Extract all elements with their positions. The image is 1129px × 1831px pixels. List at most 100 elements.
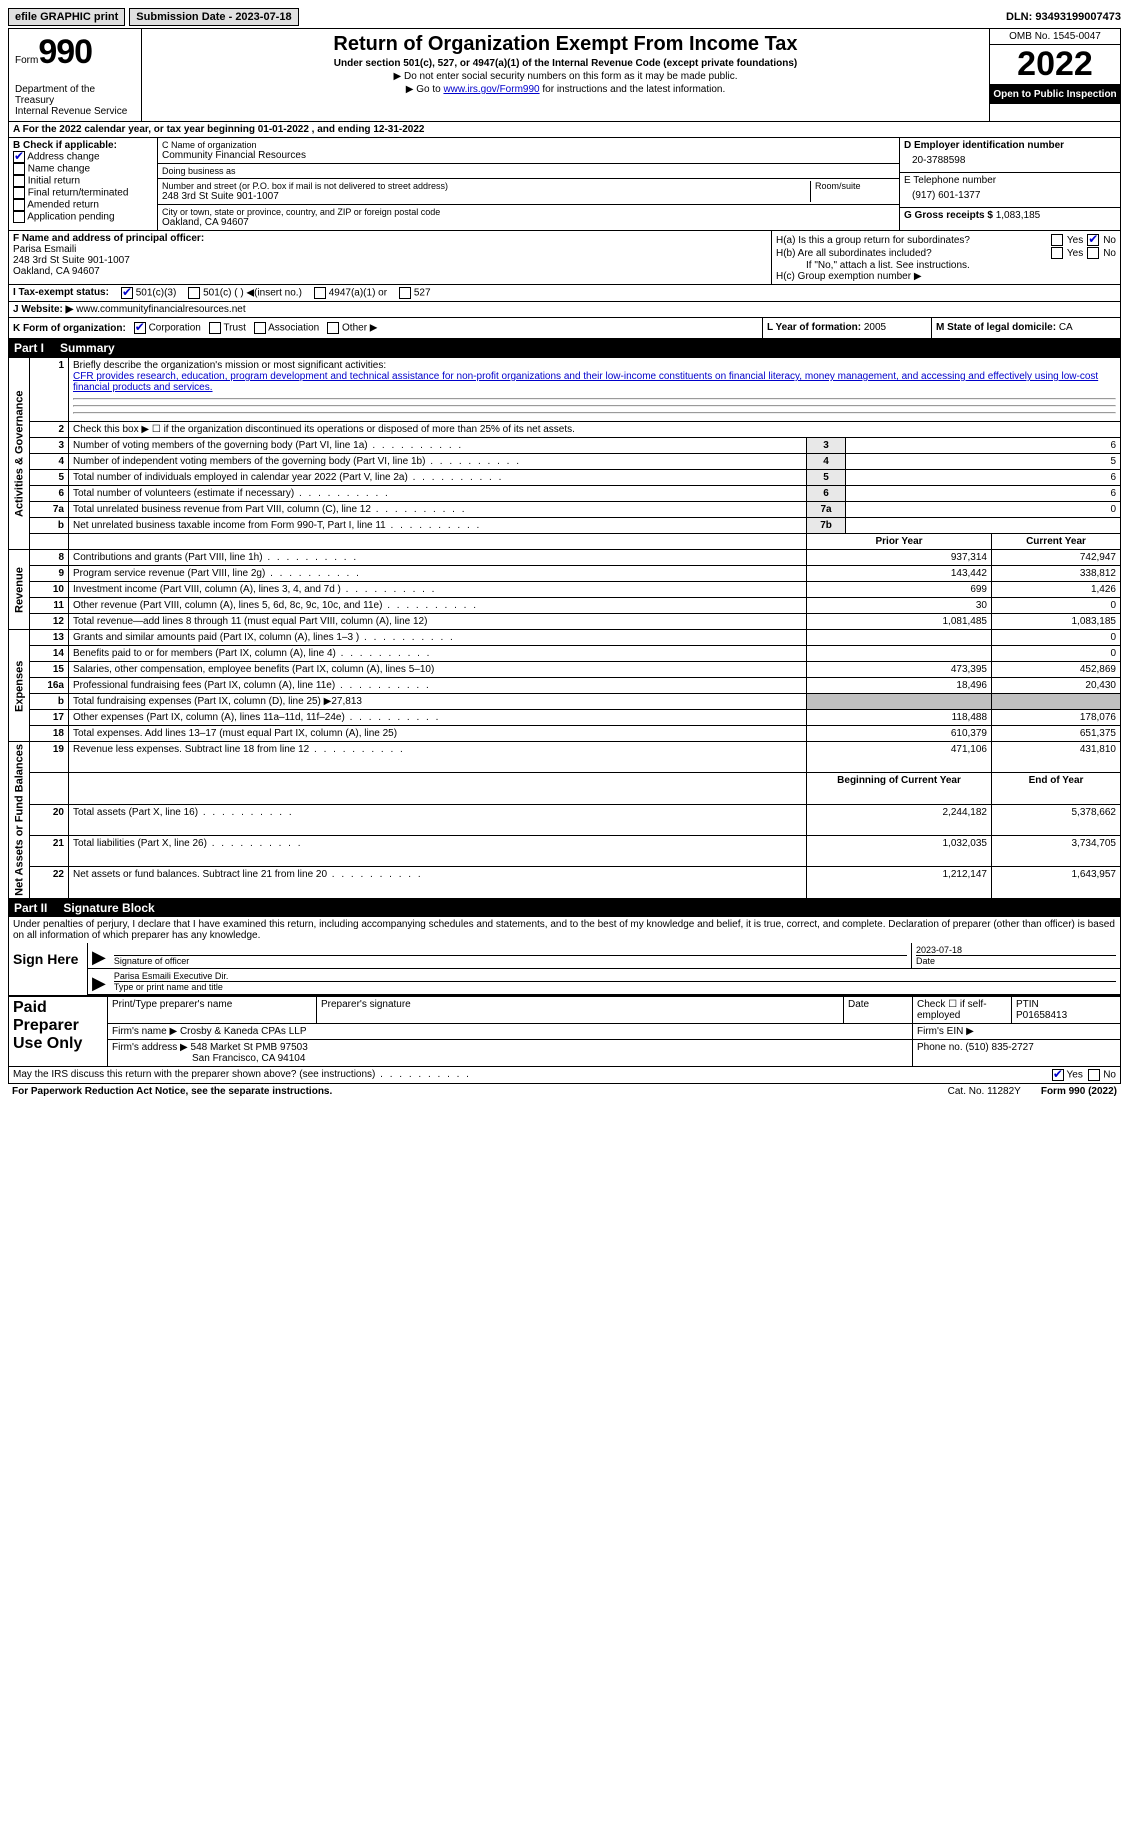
ha-no[interactable] [1087,234,1099,246]
line16b: Total fundraising expenses (Part IX, col… [69,694,807,710]
cb-trust[interactable] [209,322,221,334]
hb-yes[interactable] [1051,247,1063,259]
num-12: 12 [30,614,69,630]
line18: Total expenses. Add lines 13–17 (must eq… [69,726,807,742]
cb-application-pending[interactable]: Application pending [13,211,153,223]
vert-netassets: Net Assets or Fund Balances [9,742,30,899]
efile-button[interactable]: efile GRAPHIC print [8,8,125,26]
note1: ▶ Do not enter social security numbers o… [146,71,985,82]
ref-5: 5 [807,470,846,486]
cb-address-change[interactable]: Address change [13,151,153,163]
cb-527[interactable] [399,287,411,299]
p10: 699 [807,582,992,598]
e22: 1,643,957 [992,867,1121,898]
num-21: 21 [30,836,69,867]
open-to-public: Open to Public Inspection [990,85,1120,104]
val-7b [846,518,1121,534]
note2-suffix: for instructions and the latest informat… [540,84,726,95]
preparer-table: Paid Preparer Use Only Print/Type prepar… [8,996,1121,1067]
p16b [807,694,992,710]
num-7b: b [30,518,69,534]
cb-final-return[interactable]: Final return/terminated [13,187,153,199]
no-label2: No [1103,248,1116,259]
cb-4947[interactable] [314,287,326,299]
cb-501c3[interactable] [121,287,133,299]
num-11: 11 [30,598,69,614]
b21: 1,032,035 [807,836,992,867]
num-3: 3 [30,438,69,454]
cat-no: Cat. No. 11282Y [928,1086,1041,1097]
hb-no[interactable] [1087,247,1099,259]
line16a: Professional fundraising fees (Part IX, … [69,678,807,694]
cb-name-change[interactable]: Name change [13,163,153,175]
firm-addr1: 548 Market St PMB 97503 [191,1042,308,1053]
col-m: M State of legal domicile: CA [932,318,1120,338]
line12: Total revenue—add lines 8 through 11 (mu… [69,614,807,630]
line15: Salaries, other compensation, employee b… [69,662,807,678]
label-assoc: Association [268,323,319,334]
arrow-icon: ▶ [88,947,110,968]
firm-addr2: San Francisco, CA 94104 [112,1053,305,1064]
line13: Grants and similar amounts paid (Part IX… [69,630,807,646]
c12: 1,083,185 [992,614,1121,630]
line7b: Net unrelated business taxable income fr… [69,518,807,534]
i-label: I Tax-exempt status: [13,287,109,299]
cb-amended-return[interactable]: Amended return [13,199,153,211]
firm-name-label: Firm's name ▶ [112,1026,177,1037]
num-22: 22 [30,867,69,898]
num-6: 6 [30,486,69,502]
num-14: 14 [30,646,69,662]
ref-7a: 7a [807,502,846,518]
irs-link[interactable]: www.irs.gov/Form990 [443,84,539,95]
part1-header: Part I Summary [8,339,1121,357]
num-16b: b [30,694,69,710]
phone: (917) 601-1377 [904,186,1116,205]
ref-7b: 7b [807,518,846,534]
p17: 118,488 [807,710,992,726]
b-heading: B Check if applicable: [13,140,153,151]
part1-title: Summary [60,341,115,355]
cb-initial-return[interactable]: Initial return [13,175,153,187]
cb-501c[interactable] [188,287,200,299]
firm-addr-label: Firm's address ▶ [112,1042,188,1053]
line20: Total assets (Part X, line 16) [69,804,807,835]
c19: 431,810 [992,742,1121,773]
cb-assoc[interactable] [254,322,266,334]
val-5: 6 [846,470,1121,486]
p9: 143,442 [807,566,992,582]
num-13: 13 [30,630,69,646]
num-19: 19 [30,742,69,773]
cb-corp[interactable] [134,322,146,334]
end-year-header: End of Year [992,773,1121,804]
c11: 0 [992,598,1121,614]
row-a: A For the 2022 calendar year, or tax yea… [8,122,1121,138]
hc-label: H(c) Group exemption number ▶ [776,271,1116,282]
check-self-employed: Check ☐ if self-employed [913,996,1012,1023]
form-label: Form [15,55,38,66]
ptin: P01658413 [1016,1010,1116,1021]
sign-here-label: Sign Here [9,943,88,995]
c18: 651,375 [992,726,1121,742]
year-formation: 2005 [864,322,886,333]
city: Oakland, CA 94607 [162,217,895,228]
signature-section: Under penalties of perjury, I declare th… [8,917,1121,996]
tax-year: 2022 [990,45,1120,85]
officer-addr2: Oakland, CA 94607 [13,266,767,277]
ha-yes[interactable] [1051,234,1063,246]
p16a: 18,496 [807,678,992,694]
discuss-no[interactable] [1088,1069,1100,1081]
label-trust: Trust [223,323,245,334]
summary-table: Activities & Governance 1 Briefly descri… [8,357,1121,899]
line9: Program service revenue (Part VIII, line… [69,566,807,582]
sig-date-label: Date [916,955,1116,966]
mission-text: CFR provides research, education, progra… [73,371,1116,393]
discuss-yes[interactable] [1052,1069,1064,1081]
ref-6: 6 [807,486,846,502]
num-15: 15 [30,662,69,678]
p18: 610,379 [807,726,992,742]
cb-other[interactable] [327,322,339,334]
line5: Total number of individuals employed in … [69,470,807,486]
addr-label: Number and street (or P.O. box if mail i… [162,181,810,191]
e20: 5,378,662 [992,804,1121,835]
officer-addr1: 248 3rd St Suite 901-1007 [13,255,767,266]
